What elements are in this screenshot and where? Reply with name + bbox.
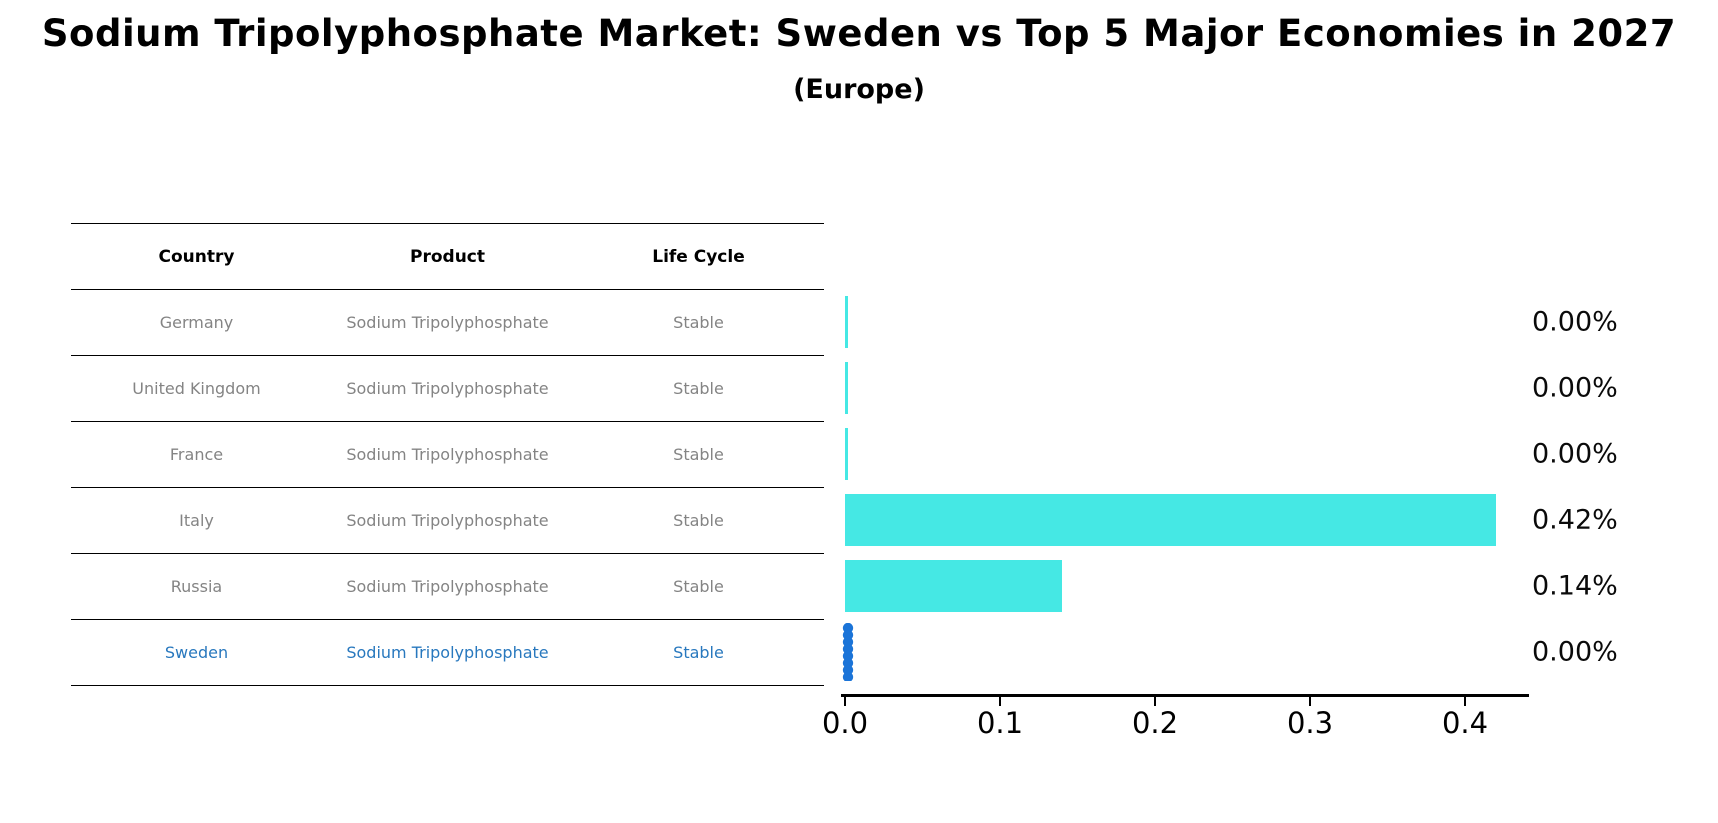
x-axis-tick: [1154, 696, 1156, 706]
value-label-france: 0.00%: [1532, 438, 1618, 470]
table-row-italy: Italy Sodium Tripolyphosphate Stable: [71, 488, 824, 554]
bar-united-kingdom: [845, 362, 848, 414]
value-label-russia: 0.14%: [1532, 570, 1618, 602]
x-axis-tick-label: 0.3: [1286, 706, 1334, 740]
cell-country: Germany: [159, 313, 234, 332]
bar-russia: [845, 560, 1062, 612]
value-label-sweden: 0.00%: [1532, 636, 1618, 668]
value-label-germany: 0.00%: [1532, 306, 1618, 338]
table-row-united-kingdom: United Kingdom Sodium Tripolyphosphate Sta…: [71, 356, 824, 422]
cell-life-cycle: Stable: [673, 643, 724, 662]
table-header-row: Country Product Life Cycle: [71, 224, 824, 290]
x-axis-tick-label: 0.0: [821, 706, 869, 740]
bar-italy: [845, 494, 1496, 546]
cell-product: Sodium Tripolyphosphate: [346, 643, 549, 662]
column-header-country: Country: [158, 246, 235, 267]
x-axis-tick: [999, 696, 1001, 706]
cell-life-cycle: Stable: [673, 511, 724, 530]
table-row-germany: Germany Sodium Tripolyphosphate Stable: [71, 290, 824, 356]
value-label-italy: 0.42%: [1532, 504, 1618, 536]
x-axis-tick-label: 0.1: [976, 706, 1024, 740]
cell-product: Sodium Tripolyphosphate: [346, 445, 549, 464]
cell-life-cycle: Stable: [673, 313, 724, 332]
cell-product: Sodium Tripolyphosphate: [346, 313, 549, 332]
cell-life-cycle: Stable: [673, 445, 724, 464]
x-axis-tick-label: 0.4: [1441, 706, 1489, 740]
country-table: Country Product Life Cycle Germany Sodium…: [71, 223, 824, 686]
cell-country: Russia: [170, 577, 223, 596]
cell-country: Italy: [179, 511, 214, 530]
column-header-lifecycle: Life Cycle: [652, 246, 745, 267]
cell-product: Sodium Tripolyphosphate: [346, 577, 549, 596]
cell-product: Sodium Tripolyphosphate: [346, 511, 549, 530]
bar-germany: [845, 296, 848, 348]
table-row-france: France Sodium Tripolyphosphate Stable: [71, 422, 824, 488]
column-header-product: Product: [410, 246, 485, 267]
x-axis-tick: [1309, 696, 1311, 706]
x-axis-line: [841, 694, 1529, 697]
value-label-united-kingdom: 0.00%: [1532, 372, 1618, 404]
bar-france: [845, 428, 848, 480]
cell-country: France: [169, 445, 224, 464]
sweden-highlight-marker: [842, 623, 854, 681]
table-body: Germany Sodium Tripolyphosphate Stable Unit…: [71, 290, 824, 686]
x-axis-tick: [1464, 696, 1466, 706]
x-axis-tick: [844, 696, 846, 706]
x-axis-tick-label: 0.2: [1131, 706, 1179, 740]
chart-title: Sodium Tripolyphosphate Market: Sweden v…: [41, 12, 1677, 55]
chart-subtitle: (Europe): [793, 74, 925, 105]
cell-product: Sodium Tripolyphosphate: [346, 379, 549, 398]
cell-life-cycle: Stable: [673, 577, 724, 596]
cell-country: United Kingdom: [132, 379, 261, 398]
table-row-sweden: Sweden Sodium Tripolyphosphate Stable: [71, 620, 824, 686]
table-row-russia: Russia Sodium Tripolyphosphate Stable: [71, 554, 824, 620]
cell-life-cycle: Stable: [673, 379, 724, 398]
cell-country: Sweden: [164, 643, 229, 662]
